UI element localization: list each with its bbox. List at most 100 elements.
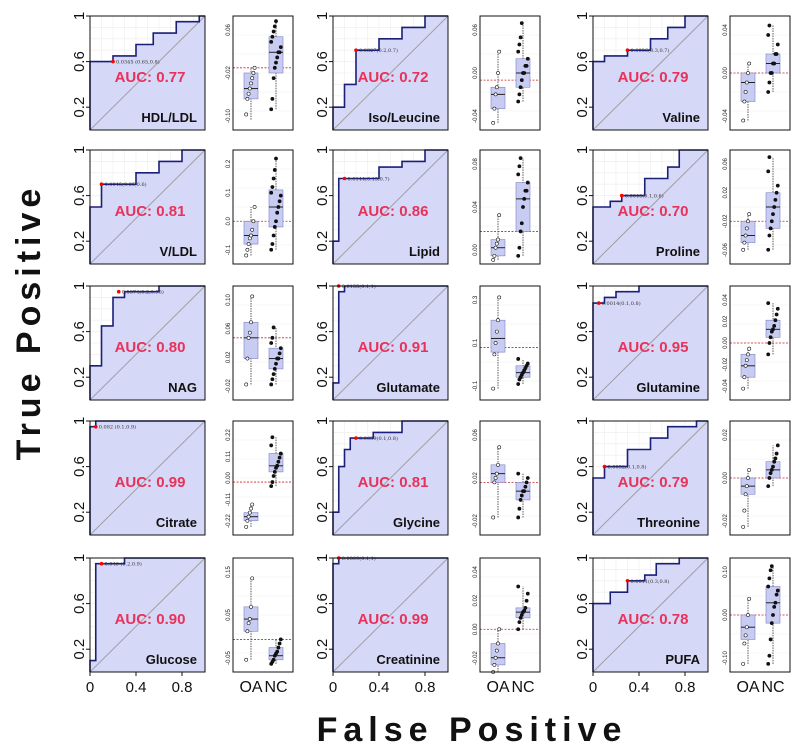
x-axis-label: False Positive [317, 711, 628, 749]
oa-point [746, 352, 750, 357]
box-y-tick-label: 0.1 [226, 188, 232, 197]
nc-point [270, 377, 275, 382]
auc-label: AUC: 0.95 [618, 339, 689, 356]
panel-valine: 0.0036(0.3,0.7) AUC: 0.79 Valine 1 0.6 0.2 0.0… [574, 12, 791, 131]
box-y-tick-label: 0.06 [473, 429, 479, 441]
panel-threonine: 0.0032(0.1,0.8) AUC: 0.79 Threonine 1 0.6 0.2… [574, 417, 791, 536]
oa-point [247, 617, 252, 621]
box-y-tick-label: 0.3 [473, 295, 479, 304]
roc-plot-frame [332, 15, 449, 131]
box-y-tick-label: -0.02 [723, 514, 729, 528]
nc-point [518, 35, 523, 40]
oa-point [246, 514, 251, 519]
roc-y-tick-label: 1 [314, 282, 331, 290]
oa-point [741, 247, 746, 252]
oa-point [251, 71, 256, 75]
nc-point [768, 471, 773, 476]
oa-point [497, 445, 502, 450]
oa-point [492, 352, 497, 357]
diagonal-reference-line [332, 149, 449, 265]
panel-glutamate: 0.0155(0.1,1)AUC: 0.91Glutamate10.60.20.… [314, 282, 541, 401]
threshold-point [602, 464, 607, 469]
nc-point [516, 627, 521, 632]
nc-point [518, 229, 523, 234]
auc-label: AUC: 0.81 [115, 203, 186, 220]
nc-point [269, 247, 274, 252]
oa-point [494, 85, 499, 90]
nc-point [772, 205, 777, 209]
oa-point [252, 65, 257, 70]
roc-y-tick-label: 0.2 [574, 367, 591, 388]
nc-point [517, 42, 522, 47]
oa-box [490, 86, 506, 109]
nc-point [516, 99, 521, 104]
oa-point [494, 329, 499, 334]
threshold-label: 0.0045(0.25,0.6) [105, 181, 147, 188]
box-y-tick-label: 0.02 [473, 594, 479, 606]
nc-point [769, 467, 774, 472]
oa-point [247, 330, 252, 335]
nc-point [772, 459, 777, 464]
oa-point [246, 621, 251, 626]
threshold-point [99, 182, 104, 186]
roc-y-tick-label: 0.6 [574, 321, 591, 342]
nc-point [774, 592, 779, 597]
oa-point [492, 106, 497, 111]
box-y-tick-label: 0.05 [226, 609, 232, 621]
diagonal-reference-line [332, 15, 449, 131]
oa-point [744, 80, 749, 85]
roc-y-tick-label: 0.6 [574, 51, 591, 72]
diagonal-reference-line [592, 557, 709, 673]
box-plot-frame [232, 285, 294, 401]
threshold-point [625, 579, 630, 583]
box-y-tick-label: 0.00 [473, 244, 479, 256]
box-y-tick-label: 0.22 [226, 429, 232, 441]
nc-point [272, 24, 277, 29]
nc-point [766, 247, 771, 252]
roc-y-tick-label: 1 [574, 417, 591, 425]
nc-point [522, 196, 527, 201]
nc-point [269, 190, 274, 195]
auc-label: AUC: 0.80 [115, 339, 186, 356]
oa-point [245, 518, 250, 523]
box-y-tick-label: 0.15 [226, 566, 232, 578]
nc-point [278, 45, 283, 49]
y-axis-label: True Positive [10, 184, 48, 461]
oa-point [244, 253, 249, 258]
roc-y-tick-label: 0.6 [71, 456, 88, 477]
roc-curve [592, 557, 708, 672]
roc-y-tick-label: 0.2 [314, 231, 331, 252]
nc-point [274, 60, 278, 65]
nc-point [525, 180, 530, 185]
nc-point [278, 193, 283, 198]
roc-plot-frame [592, 149, 709, 265]
oa-point [250, 227, 255, 232]
threshold-label: 0.5374(0.2,0.95) [122, 289, 164, 296]
metabolite-label: Threonine [637, 515, 700, 530]
threshold-point [596, 301, 601, 305]
oa-point [746, 613, 750, 617]
nc-point [767, 341, 772, 345]
oa-point [493, 245, 498, 250]
auc-label: AUC: 0.99 [115, 474, 186, 491]
oa-point [493, 341, 498, 345]
box-y-tick-label: -0.06 [723, 243, 729, 257]
oa-point [497, 295, 502, 300]
oa-point [491, 386, 496, 391]
oa-point [249, 81, 253, 86]
roc-curve [332, 420, 448, 535]
nc-point [767, 80, 772, 85]
roc-y-tick-label: 0.2 [71, 639, 88, 660]
nc-point [767, 476, 772, 480]
oa-point [244, 524, 249, 529]
oa-point [494, 241, 499, 246]
auc-label: AUC: 0.86 [358, 203, 429, 220]
oa-point [245, 97, 250, 101]
box-y-tick-label: 0.2 [226, 159, 232, 168]
roc-y-tick-label: 0.2 [314, 367, 331, 388]
box-y-tick-label: -0.1 [473, 380, 479, 391]
threshold-point [93, 424, 98, 429]
nc-point [278, 637, 283, 642]
roc-y-tick-label: 0.2 [71, 502, 88, 523]
